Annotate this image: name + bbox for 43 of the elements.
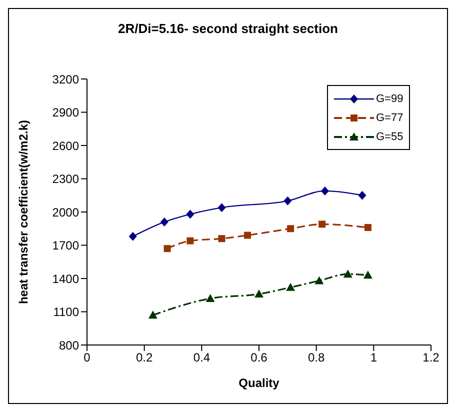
x-tick-label: 1.2 [422, 350, 440, 365]
y-tick-label: 3200 [52, 72, 80, 86]
x-tick-label: 1 [370, 350, 378, 365]
y-axis-title: heat transfer coefficient(w/m2.k) [16, 120, 30, 304]
x-tick-label: 0.8 [308, 350, 325, 365]
x-axis-title: Quality [238, 376, 280, 390]
point [286, 282, 296, 291]
chart-title: 2R/Di=5.16- second straight section [117, 21, 339, 36]
legend-label: G=55 [376, 130, 404, 142]
x-tick-label: 0.4 [193, 350, 210, 365]
y-tick-label: 800 [58, 338, 80, 352]
legend-label: G=77 [376, 112, 404, 124]
point [320, 186, 329, 196]
point [364, 224, 372, 232]
point [287, 225, 294, 232]
y-tick-label: 2600 [52, 138, 80, 153]
y-tick-label: 1400 [52, 272, 80, 286]
point [186, 237, 194, 244]
y-tick-label: 2900 [52, 106, 80, 120]
point [358, 190, 366, 200]
point [343, 270, 352, 278]
point [254, 290, 264, 298]
point [186, 210, 194, 219]
point [218, 235, 226, 242]
point [284, 196, 292, 206]
point [314, 276, 324, 284]
x-tick-label: 0.6 [250, 350, 268, 365]
point [244, 232, 252, 239]
point [318, 220, 326, 228]
y-tick-label: 1100 [53, 305, 80, 320]
point [128, 232, 137, 241]
point [160, 217, 168, 226]
point [206, 294, 215, 302]
point [363, 270, 372, 279]
y-tick-label: 2300 [52, 172, 80, 186]
point [148, 310, 158, 319]
x-tick-label: 0 [84, 350, 91, 365]
y-tick-label: 2000 [52, 205, 80, 220]
x-tick-label: 0.2 [136, 350, 153, 365]
y-tick-label: 1700 [52, 238, 80, 253]
legend-label: G=99 [376, 92, 404, 104]
point [164, 245, 171, 252]
point [218, 203, 226, 212]
